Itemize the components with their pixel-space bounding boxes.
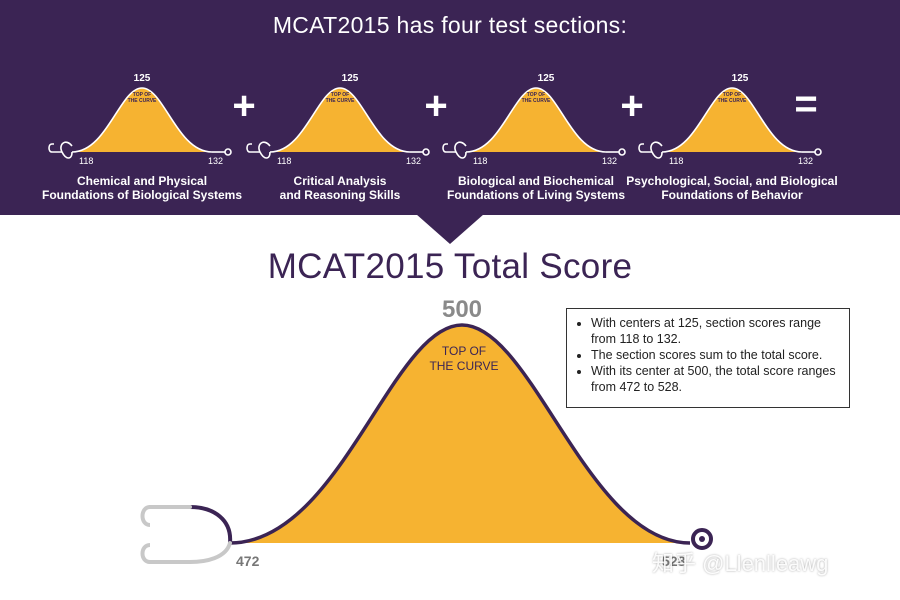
plus-sign: + [232,84,256,128]
total-center-score: 500 [441,296,483,323]
total-score-title: MCAT2015 Total Score [267,247,633,286]
info-item: With its center at 500, the total score … [591,363,841,395]
section-center-score: 125 [732,73,749,84]
stethoscope-icon [140,505,233,564]
section-chemical-physical: 125 TOP OF THE CURVE 118 132 Chemical an… [42,68,242,208]
total-min-score: 472 [236,553,260,569]
section-label: Chemical and Physical Foundations of Bio… [41,174,243,202]
equals-sign: = [794,82,818,126]
section-curve: 125 TOP OF THE CURVE 118 132 [48,73,232,166]
section-curve: 125 TOP OF THE CURVE 118 132 [442,73,626,166]
section-min-score: 118 [669,156,683,166]
watermark: 知乎 @Llenlleawg [652,551,829,576]
info-item: The section scores sum to the total scor… [591,347,841,363]
section-min-score: 118 [277,156,291,166]
svg-text:TOP OF: TOP OF [133,92,151,98]
top-of-curve-label: TOP OF THE CURVE [429,344,499,373]
section-label: Psychological, Social, and Biological Fo… [626,174,838,202]
section-psychological-social: 125 TOP OF THE CURVE 118 132 Psychologic… [626,68,837,208]
header-title: MCAT2015 has four test sections: [272,12,628,38]
svg-text:THE CURVE: THE CURVE [718,98,747,104]
section-min-score: 118 [473,156,487,166]
section-label: Critical Analysis and Reasoning Skills [279,174,401,202]
section-max-score: 132 [602,156,617,166]
section-max-score: 132 [406,156,421,166]
section-curve: 125 TOP OF THE CURVE 118 132 [638,73,822,166]
svg-text:TOP OF: TOP OF [331,92,349,98]
section-center-score: 125 [538,73,555,84]
section-curve: 125 TOP OF THE CURVE 118 132 [246,73,430,166]
section-min-score: 118 [79,156,93,166]
total-max-score: 528 [662,553,686,569]
plus-sign: + [620,84,644,128]
info-box: With centers at 125, section scores rang… [566,308,850,408]
svg-text:TOP OF: TOP OF [723,92,741,98]
section-max-score: 132 [798,156,813,166]
svg-text:THE CURVE: THE CURVE [128,98,157,104]
section-label: Biological and Biochemical Foundations o… [446,174,625,202]
section-biological-biochemical: 125 TOP OF THE CURVE 118 132 Biological … [436,68,636,208]
section-center-score: 125 [134,73,151,84]
section-max-score: 132 [208,156,223,166]
plus-sign: + [424,84,448,128]
svg-text:THE CURVE: THE CURVE [522,98,551,104]
section-center-score: 125 [342,73,359,84]
svg-text:THE CURVE: THE CURVE [326,98,355,104]
section-critical-analysis: 125 TOP OF THE CURVE 118 132 Critical An… [240,68,440,208]
info-item: With centers at 125, section scores rang… [591,315,841,347]
svg-text:TOP OF: TOP OF [527,92,545,98]
